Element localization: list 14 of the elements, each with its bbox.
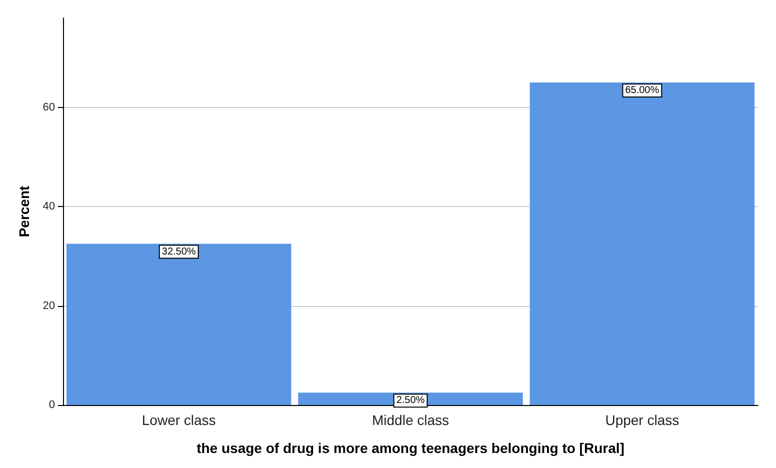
- x-tick-label: Middle class: [372, 412, 450, 428]
- y-tick-label: 40: [42, 200, 55, 213]
- y-tick-label: 0: [48, 399, 55, 411]
- data-label: 32.50%: [162, 246, 196, 258]
- y-tick-label: 60: [42, 101, 55, 114]
- bar: [66, 244, 292, 405]
- x-tick-label: Upper class: [605, 412, 680, 428]
- y-tick-label: 20: [42, 300, 55, 312]
- data-label: 65.00%: [625, 85, 660, 96]
- data-label: 2.50%: [396, 395, 425, 406]
- x-tick-label: Lower class: [142, 412, 216, 428]
- x-axis-title: the usage of drug is more among teenagers belonging to [Rural]: [196, 440, 624, 456]
- y-axis-title: Percent: [16, 185, 32, 238]
- bar: [530, 82, 755, 405]
